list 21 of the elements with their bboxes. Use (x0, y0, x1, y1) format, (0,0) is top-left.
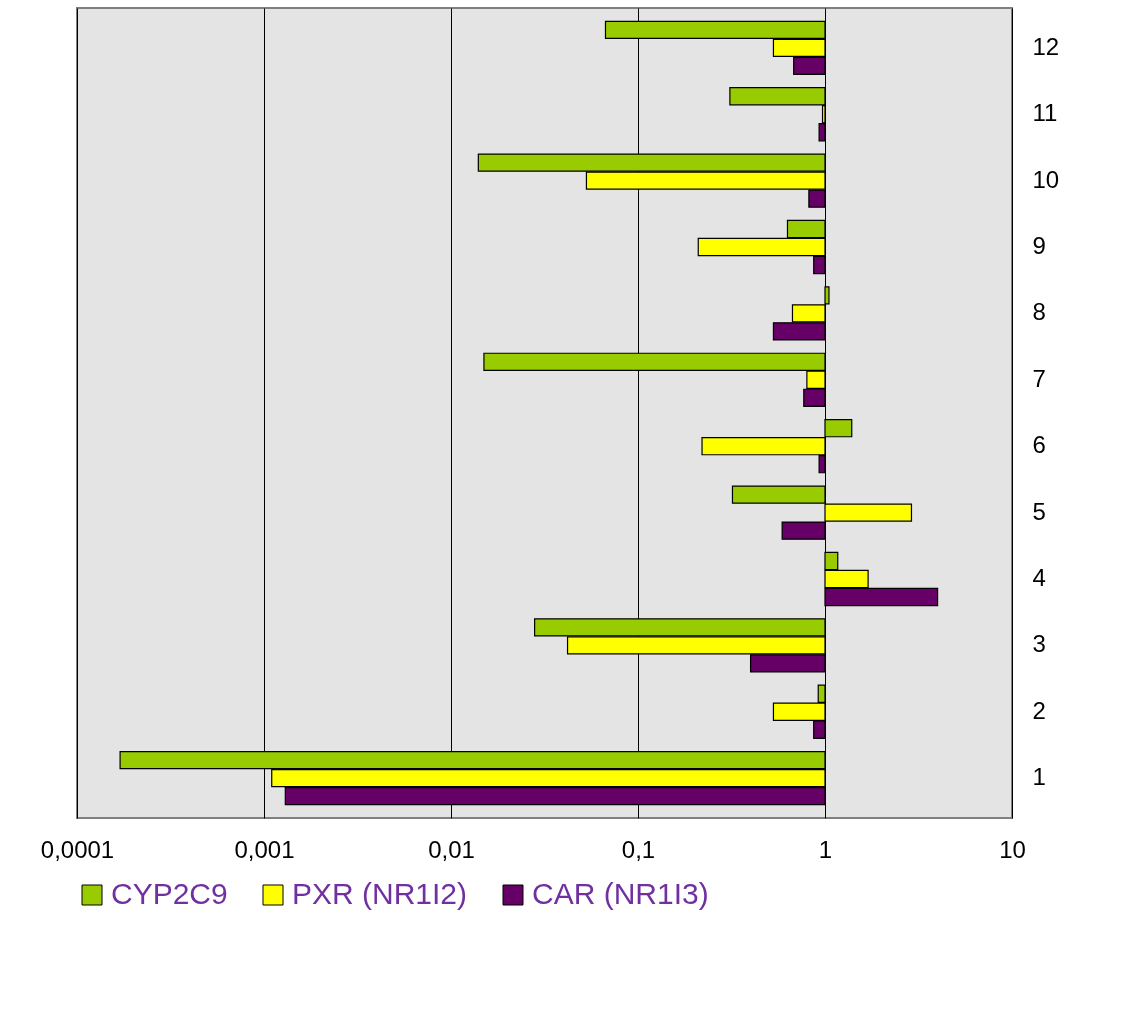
y-tick-label: 4 (1032, 563, 1046, 591)
y-tick-label: 6 (1032, 431, 1046, 459)
y-tick-label: 9 (1032, 232, 1046, 260)
legend-label: CAR (NR1I3) (532, 877, 709, 910)
y-tick-label: 11 (1032, 99, 1058, 127)
x-tick-label: 0,01 (428, 835, 475, 863)
y-tick-label: 7 (1032, 364, 1046, 392)
x-tick-label: 0,001 (234, 835, 295, 863)
y-tick-label: 5 (1032, 497, 1046, 525)
y-tick-label: 10 (1032, 165, 1060, 193)
y-tick-label: 2 (1032, 696, 1046, 724)
x-tick-label: 10 (999, 835, 1026, 863)
legend-label: PXR (NR1I2) (292, 877, 468, 910)
x-tick-label: 1 (818, 835, 833, 863)
x-tick-label: 0,0001 (40, 835, 115, 863)
legend-label: CYP2C9 (111, 877, 228, 910)
y-tick-label: 8 (1032, 298, 1046, 326)
x-tick-label: 0,1 (621, 835, 656, 863)
y-tick-label: 1 (1032, 763, 1046, 791)
y-tick-label: 12 (1032, 32, 1060, 60)
y-tick-label: 3 (1032, 630, 1046, 658)
